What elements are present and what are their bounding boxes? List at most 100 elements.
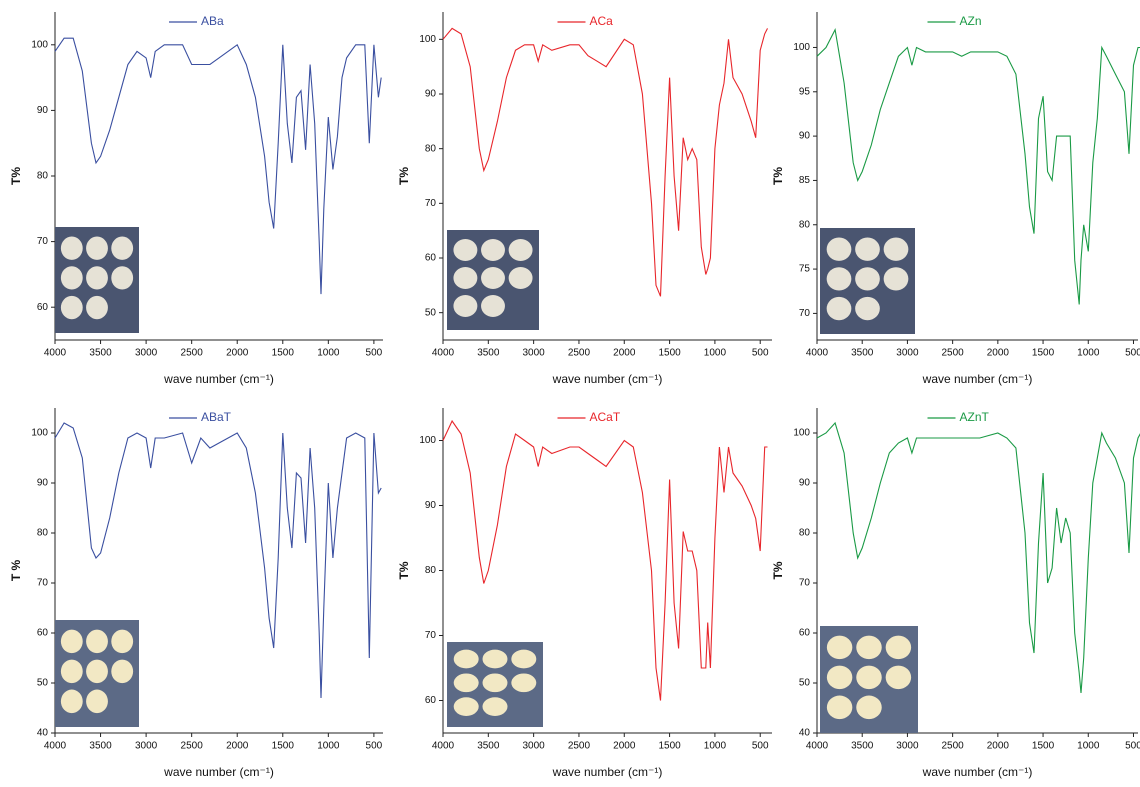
sample-photo [447, 642, 543, 727]
photo-pellet [86, 266, 108, 290]
y-tick-label: 70 [37, 578, 49, 589]
photo-pellet [86, 236, 108, 260]
sample-photo [447, 230, 539, 330]
x-tick-label: 2000 [613, 741, 636, 752]
x-axis-label: wave number (cm⁻¹) [163, 372, 274, 386]
x-tick-label: 500 [366, 741, 383, 752]
photo-pellet [86, 629, 108, 654]
y-tick-label: 60 [37, 302, 49, 313]
x-tick-label: 1000 [1077, 741, 1100, 752]
spectrum-panel: 40 50 60 70 80 90 100 4000 3500 3000 2500 2000 1500 1… [771, 408, 1140, 779]
photo-pellet [453, 267, 478, 289]
y-tick-label: 60 [37, 628, 49, 639]
y-axis-label: T% [397, 167, 411, 185]
photo-pellet [111, 629, 134, 654]
y-axis-label: T% [771, 561, 785, 579]
x-tick-label: 3000 [135, 741, 158, 752]
y-tick-label: 50 [37, 678, 49, 689]
x-tick-label: 4000 [432, 741, 455, 752]
x-tick-label: 3000 [896, 741, 919, 752]
photo-pellet [481, 267, 505, 289]
photo-pellet [856, 695, 882, 720]
x-tick-label: 2500 [942, 348, 965, 359]
x-tick-label: 500 [752, 741, 769, 752]
x-tick-label: 2000 [613, 348, 636, 359]
photo-pellet [86, 659, 108, 684]
x-tick-label: 1500 [658, 348, 681, 359]
photo-pellet [60, 659, 83, 684]
x-tick-label: 3500 [89, 348, 112, 359]
y-axis-label: T% [771, 167, 785, 185]
y-tick-label: 70 [799, 578, 811, 589]
photo-pellet [482, 649, 508, 669]
photo-pellet [883, 267, 909, 291]
y-tick-label: 40 [37, 728, 49, 739]
spectrum-line [816, 27, 1140, 305]
x-tick-label: 3500 [477, 348, 500, 359]
y-tick-label: 70 [799, 308, 811, 319]
photo-pellet [60, 295, 83, 320]
spectrum-panel: 70 75 80 85 90 95 100 4000 3500 3000 2500 2000 1500 1… [771, 12, 1140, 386]
spectrum-panel: 50 60 70 80 90 100 4000 3500 3000 2500 2000 1500 100… [397, 12, 772, 386]
x-tick-label: 1000 [317, 348, 340, 359]
x-tick-label: 2500 [181, 348, 204, 359]
photo-pellet [855, 267, 880, 291]
y-tick-label: 90 [37, 105, 49, 116]
sample-photo [820, 228, 915, 334]
y-tick-label: 100 [419, 435, 436, 446]
legend-label: AZnT [960, 410, 990, 424]
x-tick-label: 3500 [851, 741, 874, 752]
x-tick-label: 1500 [1032, 348, 1055, 359]
x-tick-label: 3000 [135, 348, 158, 359]
spectrum-line [442, 419, 768, 701]
x-axis-label: wave number (cm⁻¹) [922, 372, 1033, 386]
photo-pellet [826, 665, 853, 690]
y-axis-label: T% [397, 561, 411, 579]
photo-pellet [511, 649, 537, 669]
x-tick-label: 2000 [987, 348, 1010, 359]
photo-pellet [481, 295, 505, 317]
y-tick-label: 60 [425, 695, 437, 706]
x-tick-label: 500 [1125, 741, 1140, 752]
photo-pellet [508, 239, 533, 261]
y-tick-label: 70 [425, 630, 437, 641]
x-tick-label: 2500 [568, 348, 591, 359]
x-tick-label: 3500 [89, 741, 112, 752]
x-tick-label: 1000 [1077, 348, 1100, 359]
x-tick-label: 1500 [1032, 741, 1055, 752]
photo-pellet [482, 697, 508, 716]
spectrum-panel: 60 70 80 90 100 4000 3500 3000 2500 2000 1500 1000 5… [397, 408, 772, 779]
x-tick-label: 1500 [272, 741, 295, 752]
photo-pellet [482, 673, 508, 693]
y-tick-label: 90 [425, 500, 437, 511]
spectrum-line [54, 37, 382, 295]
photo-pellet [60, 629, 83, 654]
photo-pellet [856, 635, 882, 660]
photo-pellet [60, 689, 83, 714]
photo-pellet [111, 266, 134, 290]
sample-photo [820, 626, 918, 733]
x-tick-label: 500 [1125, 348, 1140, 359]
x-tick-label: 1500 [658, 741, 681, 752]
x-tick-label: 3500 [851, 348, 874, 359]
y-tick-label: 80 [425, 143, 437, 154]
x-tick-label: 1500 [272, 348, 295, 359]
y-tick-label: 40 [799, 728, 811, 739]
x-tick-label: 2500 [942, 741, 965, 752]
x-tick-label: 4000 [806, 348, 829, 359]
photo-pellet [86, 295, 108, 320]
y-tick-label: 100 [793, 42, 810, 53]
photo-pellet [883, 237, 909, 261]
photo-pellet [855, 296, 880, 321]
photo-pellet [511, 673, 537, 693]
photo-pellet [885, 665, 912, 690]
y-tick-label: 85 [799, 175, 811, 186]
sample-photo [55, 227, 139, 333]
photo-pellet [826, 635, 853, 660]
legend-label: ACaT [590, 410, 621, 424]
photo-pellet [86, 689, 108, 714]
photo-pellet [826, 267, 852, 291]
x-tick-label: 2500 [568, 741, 591, 752]
y-tick-label: 95 [799, 86, 811, 97]
